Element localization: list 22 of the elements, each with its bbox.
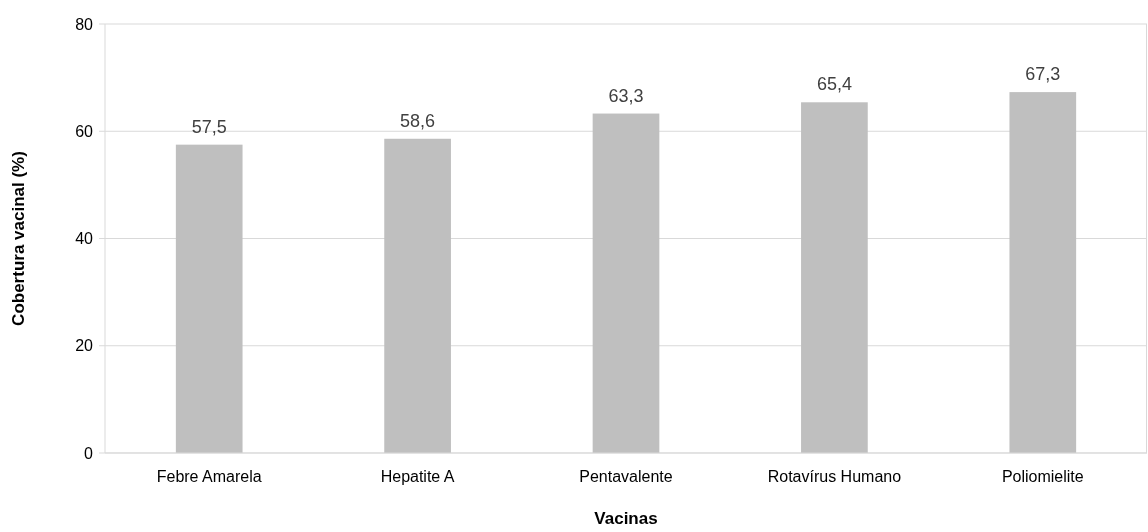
x-tick-label: Pentavalente [579,468,673,485]
y-tick-label: 60 [75,122,94,140]
x-axis-title: Vacinas [594,509,658,528]
data-label: 58,6 [400,110,436,131]
y-tick-label: 20 [75,337,94,355]
data-label: 65,4 [816,74,852,95]
x-tick-label: Hepatite A [380,468,455,485]
x-tick-label: Febre Amarela [156,468,262,485]
bar [175,144,243,453]
bar [801,102,868,453]
x-tick-label: Rotavírus Humano [767,468,902,485]
bar [384,138,451,453]
data-label: 57,5 [191,116,227,137]
y-tick-label: 80 [75,15,94,33]
y-tick-label: 0 [84,444,94,462]
bar [592,113,660,453]
data-label: 67,3 [1025,64,1061,85]
x-tick-label: Poliomielite [1001,468,1084,485]
bar [1009,92,1077,453]
y-tick-label: 40 [75,230,94,248]
y-axis-title: Cobertura vacinal (%) [9,151,28,326]
data-label: 63,3 [608,85,644,106]
